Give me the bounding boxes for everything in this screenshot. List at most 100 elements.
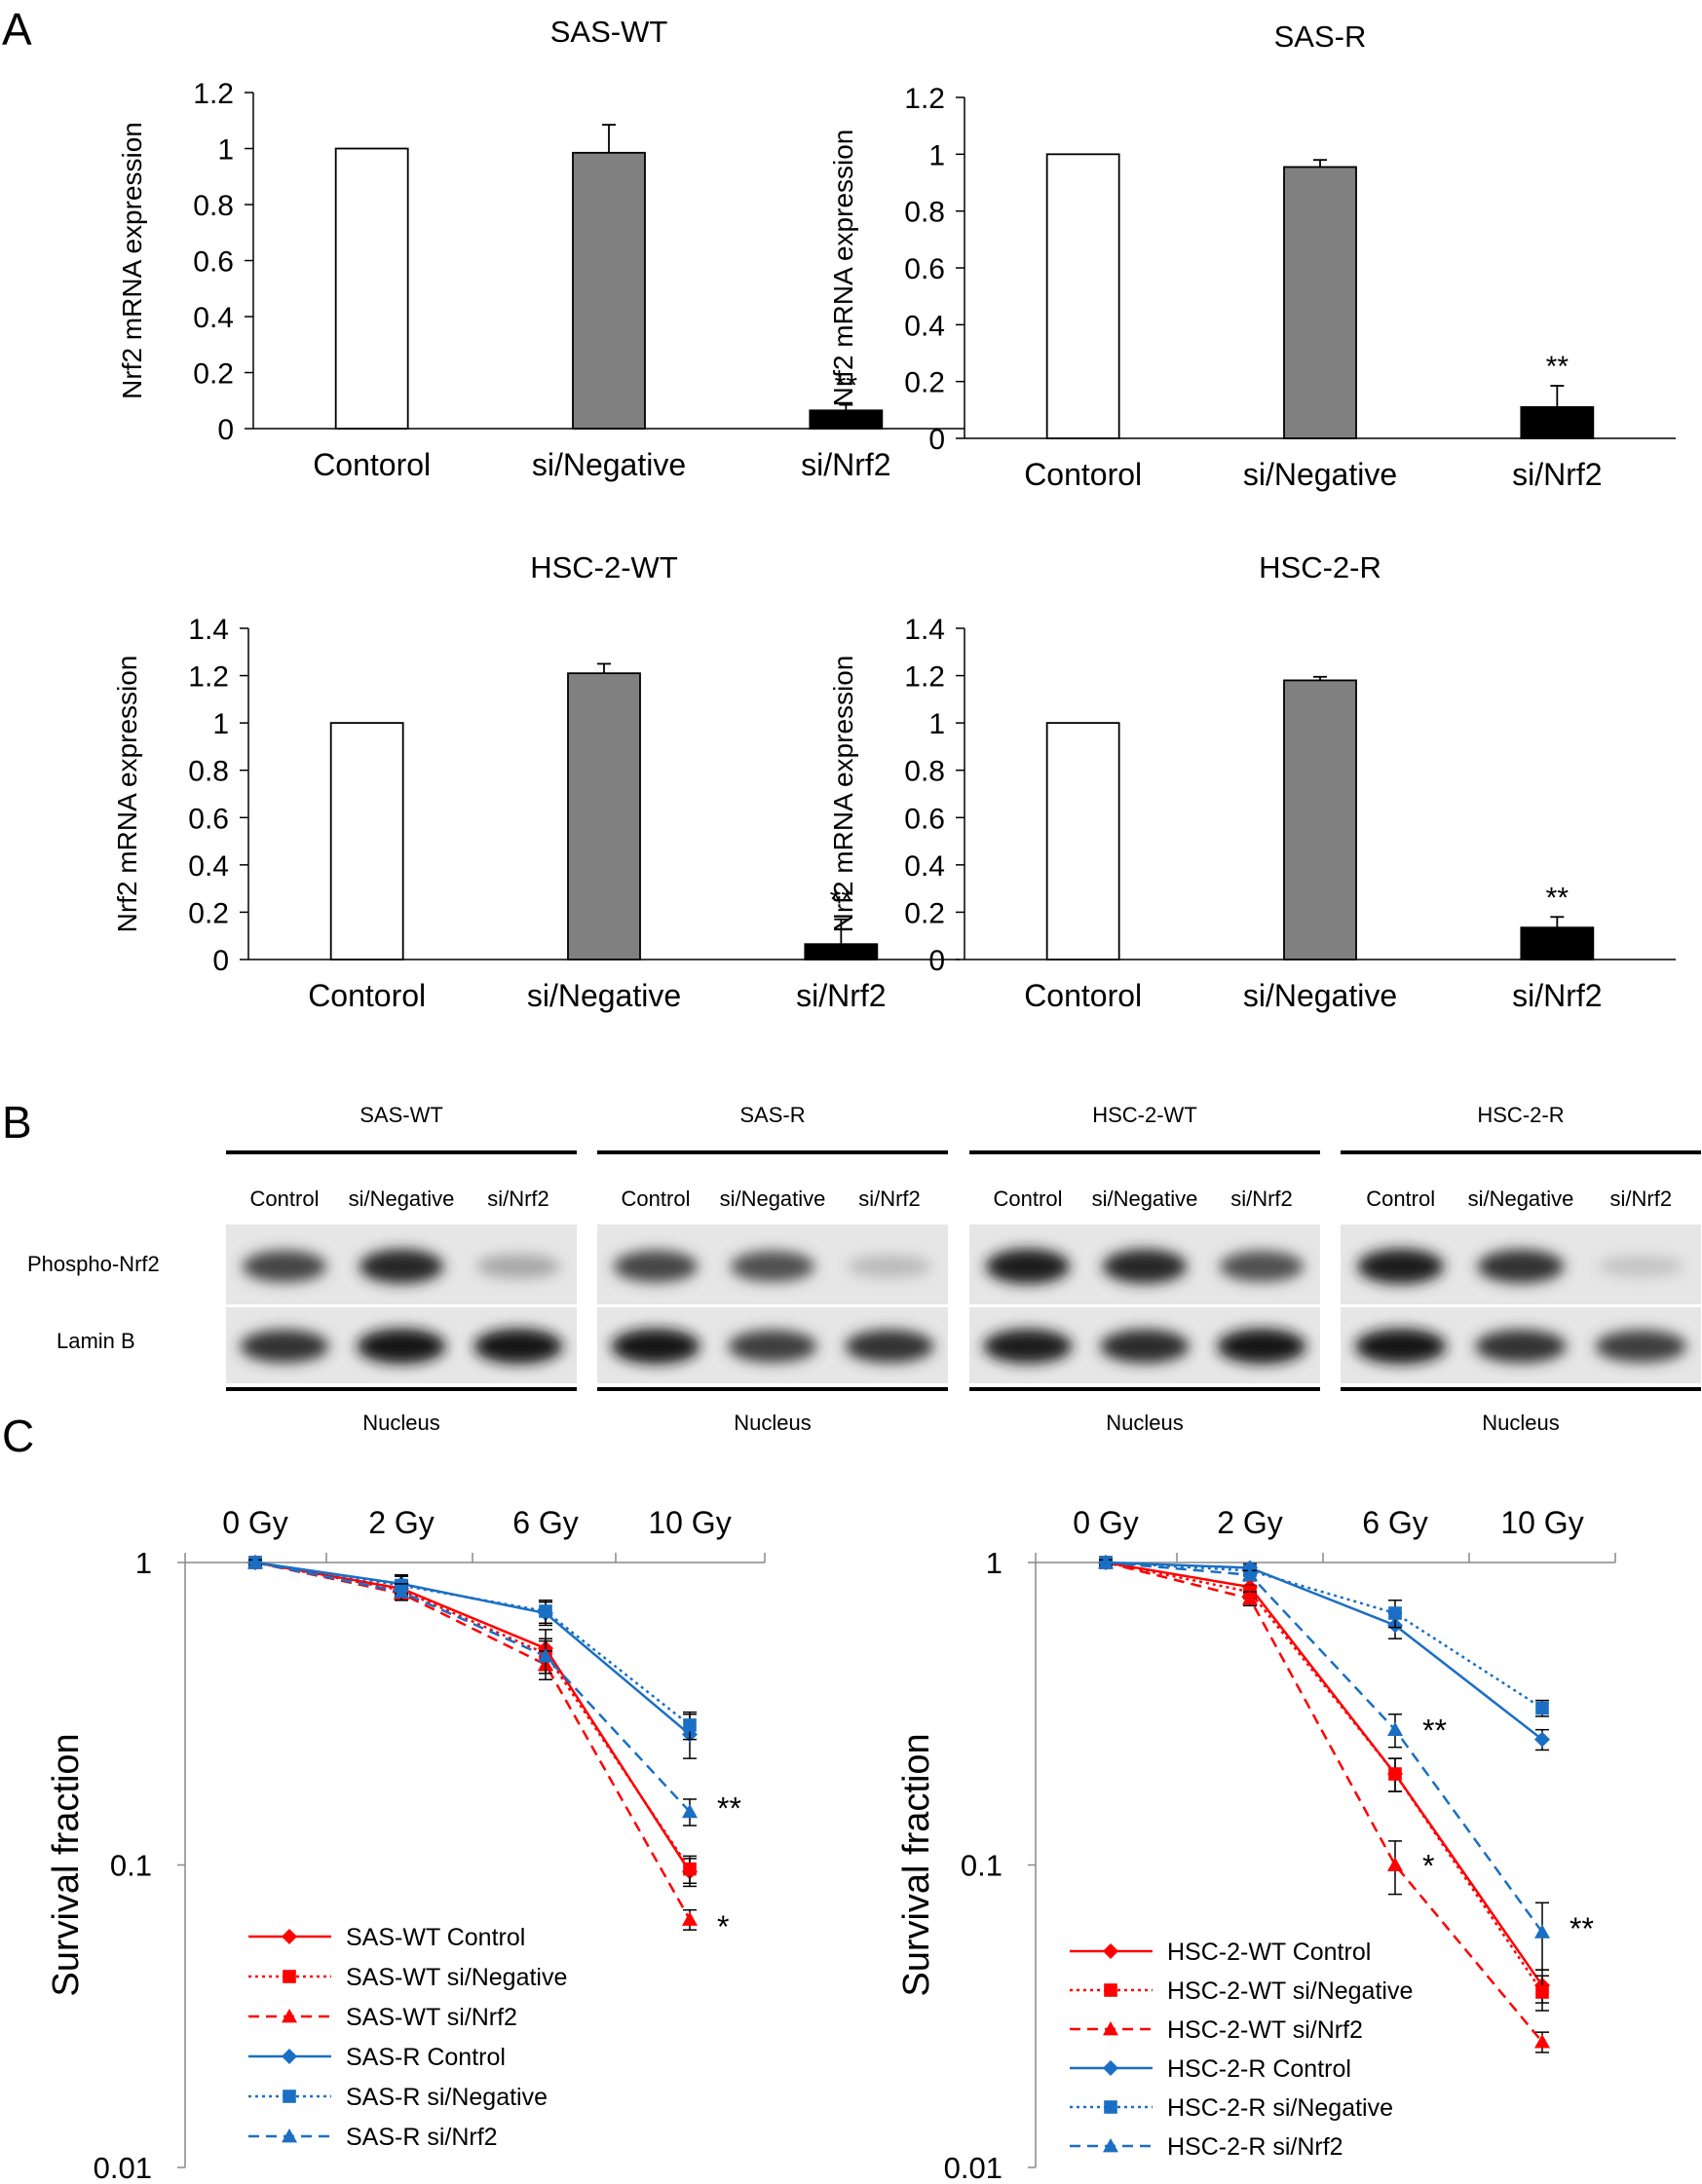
- marker-triangle: [1242, 1566, 1258, 1582]
- y-tick-label: 0.6: [904, 253, 945, 285]
- marker-square: [1388, 1767, 1402, 1781]
- series-line: [254, 1561, 691, 1736]
- series-line: [1105, 1561, 1544, 1934]
- series-5: [247, 1555, 698, 1826]
- y-tick-label: 0.1: [961, 1849, 1002, 1883]
- y-tick-label: 0.8: [904, 756, 945, 788]
- marker-diamond: [282, 2049, 297, 2064]
- y-tick-label: 0.8: [904, 197, 945, 229]
- y-tick-label: 1: [928, 708, 945, 740]
- legend-entry: SAS-R si/Nrf2: [346, 2124, 498, 2151]
- significance-label: **: [830, 885, 853, 917]
- y-tick-label: 0.01: [944, 2151, 1002, 2184]
- bar-0: [1045, 722, 1120, 960]
- y-tick-label: 0.2: [904, 897, 945, 929]
- marker-triangle: [682, 1911, 698, 1926]
- marker-square: [1535, 1701, 1549, 1715]
- category-label: Contorol: [1024, 457, 1142, 492]
- marker-square: [1104, 2100, 1117, 2114]
- category-label: si/Nrf2: [1512, 978, 1602, 1013]
- marker-triangle: [1534, 1924, 1550, 1939]
- significance-label: **: [1546, 351, 1570, 383]
- series-line: [1105, 1561, 1543, 2043]
- series-line: [1105, 1561, 1543, 1710]
- y-tick-label: 1.4: [188, 614, 229, 646]
- blot-title: HSC-2-WT: [1092, 1103, 1197, 1127]
- band-phospho-1: [730, 1251, 815, 1282]
- legend-entry: HSC-2-WT si/Negative: [1167, 1977, 1413, 2005]
- y-tick-label: 1.2: [904, 661, 945, 694]
- band-lamin-1: [1475, 1330, 1567, 1363]
- legend-entry: SAS-R Control: [346, 2044, 506, 2071]
- series-0: [247, 1555, 698, 1888]
- y-tick-label: 0.4: [904, 310, 945, 342]
- y-tick-label: 0.4: [193, 302, 234, 334]
- category-label: si/Nrf2: [801, 447, 890, 482]
- series-1: [248, 1556, 697, 1885]
- marker-square: [683, 1718, 697, 1732]
- marker-triangle: [1387, 1857, 1403, 1871]
- x-tick-label: 6 Gy: [1362, 1505, 1428, 1540]
- chart-title: HSC-2-WT: [530, 550, 678, 584]
- marker-triangle: [538, 1648, 553, 1663]
- y-tick-label: 1: [986, 1546, 1002, 1580]
- x-tick-label: 6 Gy: [512, 1505, 579, 1540]
- blot-title: SAS-WT: [359, 1103, 443, 1127]
- blot-footer: Nucleus: [362, 1411, 439, 1435]
- series-line: [254, 1561, 691, 1813]
- western-blot: Phospho-Nrf2 Lamin B SAS-WT Control si/Negat…: [27, 1103, 1701, 1435]
- y-axis-label: Nrf2 mRNA expression: [828, 656, 858, 933]
- series-line: [254, 1561, 691, 1726]
- marker-triangle: [1103, 2021, 1118, 2036]
- y-axis-label: Nrf2 mRNA expression: [828, 130, 858, 407]
- lane-label: si/Negative: [1092, 1186, 1198, 1211]
- band-lamin-0: [983, 1329, 1073, 1364]
- y-tick-label: 0.8: [193, 190, 234, 222]
- legend-entry: HSC-2-R si/Negative: [1167, 2094, 1393, 2122]
- band-lamin-2: [1595, 1330, 1687, 1363]
- marker-square: [1104, 1983, 1117, 1997]
- lane-label: Control: [994, 1186, 1063, 1211]
- bar-chart-3: HSC-2-R Nrf2 mRNA expression 0 0.2 0.4 0.6 0.8…: [828, 550, 1676, 1013]
- y-tick-label: 0.6: [193, 246, 234, 279]
- marker-square: [1388, 1606, 1402, 1620]
- legend-entry: HSC-2-R Control: [1167, 2055, 1351, 2083]
- series-line: [1105, 1561, 1544, 1986]
- blot-footer: Nucleus: [734, 1411, 811, 1435]
- marker-triangle: [394, 1584, 409, 1599]
- marker-triangle: [282, 2128, 297, 2143]
- series-line: [1105, 1561, 1543, 1741]
- y-tick-label: 1.2: [904, 83, 945, 115]
- band-phospho-0: [1357, 1249, 1445, 1284]
- blot-footer: Nucleus: [1106, 1411, 1183, 1435]
- marker-square: [683, 1862, 697, 1876]
- legend-entry: SAS-WT si/Nrf2: [346, 2004, 517, 2031]
- bar-2: [804, 943, 879, 960]
- y-axis-label: Survival fraction: [896, 1733, 937, 1996]
- panel-label-b: B: [2, 1097, 32, 1148]
- category-label: si/Negative: [1243, 978, 1397, 1013]
- bar-2: [1520, 406, 1595, 439]
- bar-chart-0: SAS-WT Nrf2 mRNA expression 0 0.2 0.4 0.6 0.8 1…: [117, 15, 964, 482]
- y-axis-label: Nrf2 mRNA expression: [112, 656, 142, 933]
- band-lamin-0: [1354, 1329, 1447, 1364]
- y-tick-label: 1: [928, 139, 945, 171]
- blot-group-2: HSC-2-WT Control si/Negative si/Nrf2 Nucleus: [969, 1103, 1320, 1435]
- legend-entry: SAS-R si/Negative: [346, 2084, 548, 2111]
- band-phospho-0: [242, 1250, 327, 1283]
- blot-footer: Nucleus: [1482, 1411, 1559, 1435]
- blot-group-1: SAS-R Control si/Negative si/Nrf2 Nucleus: [597, 1103, 948, 1435]
- x-tick-label: 0 Gy: [222, 1505, 288, 1540]
- y-axis-label: Survival fraction: [46, 1733, 87, 1996]
- marker-diamond: [282, 1929, 297, 1944]
- category-label: Contorol: [313, 447, 431, 482]
- y-tick-label: 1: [212, 708, 229, 740]
- bar-chart-2: HSC-2-WT Nrf2 mRNA expression 0 0.2 0.4 0.6 0.…: [112, 550, 960, 1013]
- y-tick-label: 0.4: [188, 850, 229, 883]
- band-phospho-2: [847, 1255, 932, 1278]
- y-tick-label: 0.2: [188, 897, 229, 929]
- bar-0: [329, 722, 404, 960]
